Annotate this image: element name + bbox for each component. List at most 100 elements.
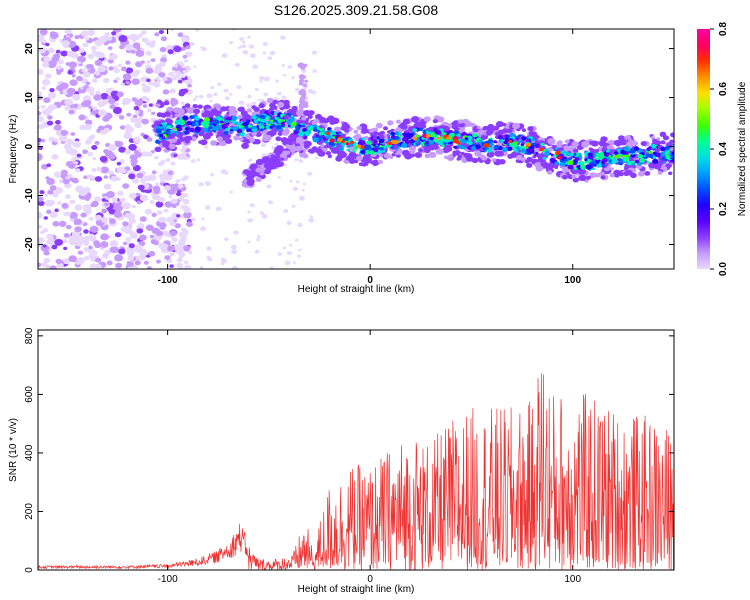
spectrogram-blob (407, 143, 412, 147)
spectrogram-blob (49, 211, 58, 218)
spectrogram-blob (617, 158, 622, 162)
spectrogram-y-ticks: -20 -10 0 10 20 (24, 43, 674, 252)
spectrogram-blob (377, 159, 383, 164)
spectrogram-blob (507, 153, 514, 159)
spectrogram-blob (122, 221, 129, 227)
spectrogram-blob (85, 119, 93, 126)
spectrogram-blob (215, 116, 221, 121)
spectrogram-blob (372, 136, 377, 140)
spectrogram-blob (247, 218, 253, 223)
spectrogram-blob (146, 60, 151, 64)
spectrogram-blob (581, 141, 589, 148)
spectrogram-blob (116, 161, 122, 166)
spectrogram-blob (173, 45, 182, 53)
snr-frame (37, 329, 675, 571)
spectrogram-blob (363, 161, 369, 167)
spectrogram-blob (109, 218, 116, 224)
spectrogram-blob (67, 70, 73, 75)
spectrogram-blob (198, 182, 204, 187)
spectrogram-blob (161, 53, 168, 59)
spectrogram-blob (280, 157, 285, 161)
spectrogram-blob (437, 139, 444, 145)
spectrogram-blob (660, 146, 666, 152)
spectrogram-blob (223, 119, 229, 124)
snr-x-tick-label: -100 (158, 574, 178, 585)
spectrogram-blob (186, 121, 192, 126)
spectrogram-blob (183, 260, 189, 265)
spectrogram-blob (141, 151, 149, 157)
spectrogram-blob (630, 172, 637, 179)
spectrogram-blob (221, 133, 229, 140)
spectrogram-blob (128, 143, 137, 151)
spectrogram-blob (177, 131, 183, 136)
spectrogram-blob (613, 169, 621, 176)
spectrogram-blob (72, 93, 81, 101)
spectrogram-blob (300, 119, 307, 125)
spectrogram-blob (669, 139, 674, 144)
spectrogram-blob (434, 129, 441, 135)
spectrogram-blob (254, 249, 260, 254)
spectrogram-blob (62, 238, 68, 244)
spectrogram-blob (114, 232, 122, 238)
spectrogram-blob (187, 250, 193, 255)
spectrogram-blob (119, 125, 126, 130)
spectrogram-blob (113, 211, 123, 218)
spectrogram-blob (87, 151, 94, 157)
spectrogram-blob (182, 245, 191, 252)
spectrogram-blob (307, 114, 313, 119)
spectrogram-blob (460, 151, 465, 156)
spectrogram-blob (77, 250, 84, 255)
spectrogram-blob (302, 182, 306, 186)
spectrogram-blob (608, 159, 613, 163)
spectrogram-blob (164, 201, 173, 208)
spectrogram-blob (182, 88, 189, 94)
spectrogram-blob (51, 104, 57, 110)
spectrogram-blob (94, 59, 103, 66)
spectrogram-blob (123, 241, 128, 246)
spectrogram-blob (249, 164, 257, 171)
spectrogram-blob (38, 153, 43, 161)
spectrogram-blob (233, 135, 240, 141)
spectrogram-blob (167, 245, 175, 252)
spectrogram-blob (220, 106, 227, 112)
spectrogram-blob (148, 174, 157, 182)
spectrogram-blob (156, 112, 163, 118)
spectrogram-blob (125, 237, 132, 242)
spectrogram-blob (572, 177, 579, 183)
spectrogram-blob (255, 177, 262, 182)
colorbar-tick-label: 0.4 (718, 142, 729, 156)
spectrogram-blob (544, 150, 550, 155)
spectrogram-blob (251, 101, 257, 106)
spectrogram-blob (333, 126, 342, 133)
spectrogram-blob (94, 196, 101, 202)
spectrogram-blob (94, 140, 100, 145)
spectrogram-blob (489, 142, 494, 147)
spectrogram-blob (66, 138, 74, 145)
spectrogram-blob (277, 176, 281, 179)
spectrogram-blob (313, 128, 318, 132)
spectrogram-blob (204, 181, 211, 186)
spectrogram-blob (106, 36, 113, 41)
spectrogram-blob (124, 149, 132, 155)
spectrogram-blob (119, 159, 125, 164)
spectrogram-blob (168, 194, 173, 199)
spectrogram-blob (282, 103, 291, 110)
spectrogram-blob (155, 103, 161, 108)
spectrogram-blob (307, 171, 313, 176)
spectrogram-blob (312, 137, 319, 143)
spectrogram-blob (189, 41, 195, 47)
spectrogram-blob (76, 257, 86, 265)
spectrogram-blob (659, 131, 667, 137)
spectrogram-blob (198, 140, 203, 144)
spectrogram-blob (117, 63, 122, 68)
spectrogram-blob (49, 265, 57, 269)
spectrogram-blob (628, 162, 633, 165)
spectrogram-blob (194, 116, 200, 121)
spectrogram-blob (241, 118, 247, 123)
spectrogram-blob (121, 66, 127, 72)
spectrogram-blob (573, 167, 578, 171)
spectrogram-blob (580, 164, 587, 170)
spectrogram-blob (318, 150, 323, 155)
spectrogram-blob (60, 169, 68, 176)
spectrogram-blob (93, 94, 102, 101)
